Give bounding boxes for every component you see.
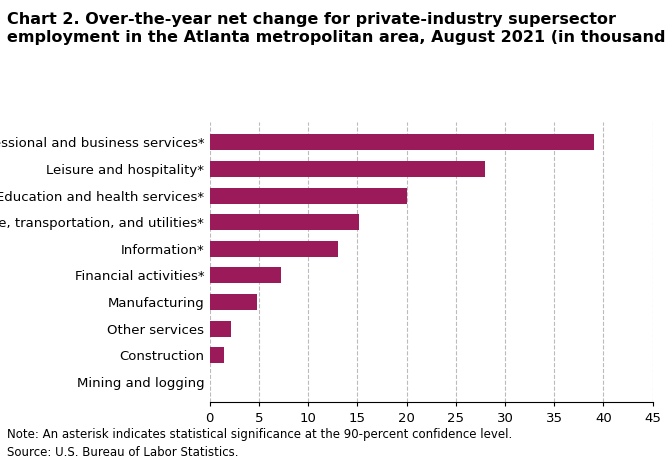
Bar xyxy=(210,294,257,310)
Bar xyxy=(210,188,407,204)
Bar xyxy=(210,267,280,283)
Bar xyxy=(210,347,224,363)
Text: Chart 2. Over-the-year net change for private-industry supersector: Chart 2. Over-the-year net change for pr… xyxy=(7,12,615,27)
Bar xyxy=(210,134,593,150)
Bar xyxy=(210,161,486,177)
Text: Note: An asterisk indicates statistical significance at the 90-percent confidenc: Note: An asterisk indicates statistical … xyxy=(7,428,512,441)
Text: employment in the Atlanta metropolitan area, August 2021 (in thousands): employment in the Atlanta metropolitan a… xyxy=(7,30,666,45)
Text: Source: U.S. Bureau of Labor Statistics.: Source: U.S. Bureau of Labor Statistics. xyxy=(7,446,238,459)
Bar xyxy=(210,241,338,257)
Bar xyxy=(210,214,360,230)
Bar xyxy=(210,321,232,336)
